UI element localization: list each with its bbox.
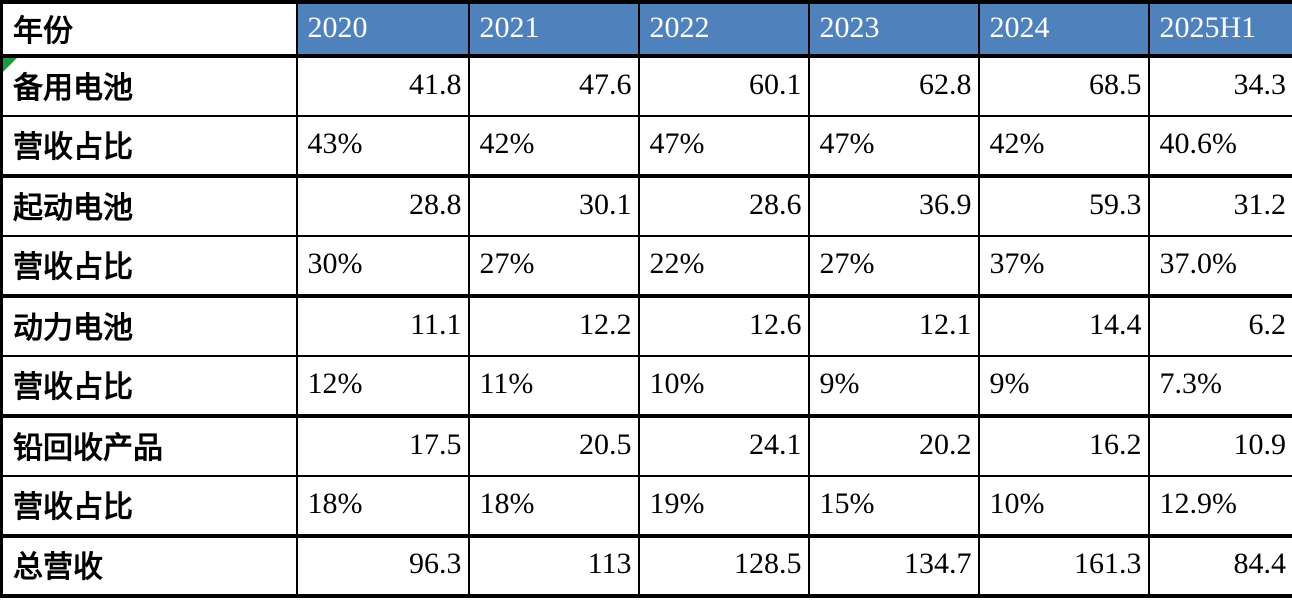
row-label-cell[interactable]: 备用电池 [0, 56, 298, 117]
row-label-text: 营收占比 [13, 370, 133, 404]
table-header-row: 年份 2020 2021 2022 2023 2024 2025H1 [0, 1, 1292, 58]
value-cell[interactable]: 12.2 [467, 296, 640, 357]
value-cell[interactable]: 16.2 [977, 416, 1150, 477]
header-cell-year[interactable]: 2023 [807, 1, 980, 58]
row-label-cell[interactable]: 总营收 [0, 536, 298, 596]
table-row: 备用电池 41.8 47.6 60.1 62.8 68.5 34.3 [0, 56, 1292, 117]
table-row: 营收占比 30% 27% 22% 27% 37% 37.0% [0, 236, 1292, 298]
value-cell[interactable]: 60.1 [637, 56, 810, 117]
percent-cell[interactable]: 12.9% [1147, 476, 1292, 538]
value-cell[interactable]: 128.5 [637, 536, 810, 596]
table-row: 铅回收产品 17.5 20.5 24.1 20.2 16.2 10.9 [0, 416, 1292, 477]
value-cell[interactable]: 12.1 [807, 296, 980, 357]
value-cell[interactable]: 20.2 [807, 416, 980, 477]
value-cell[interactable]: 10.9 [1147, 416, 1292, 477]
percent-cell[interactable]: 27% [807, 236, 980, 298]
value-cell[interactable]: 6.2 [1147, 296, 1292, 357]
percent-cell[interactable]: 7.3% [1147, 356, 1292, 418]
table-row: 营收占比 43% 42% 47% 47% 42% 40.6% [0, 116, 1292, 178]
row-label-cell[interactable]: 铅回收产品 [0, 416, 298, 477]
value-cell[interactable]: 20.5 [467, 416, 640, 477]
value-cell[interactable]: 31.2 [1147, 176, 1292, 237]
table-row: 营收占比 12% 11% 10% 9% 9% 7.3% [0, 356, 1292, 418]
value-cell[interactable]: 41.8 [295, 56, 470, 117]
value-cell[interactable]: 30.1 [467, 176, 640, 237]
error-flag-icon [3, 58, 17, 72]
percent-cell[interactable]: 47% [637, 116, 810, 178]
percent-cell[interactable]: 18% [295, 476, 470, 538]
value-cell[interactable]: 47.6 [467, 56, 640, 117]
percent-cell[interactable]: 15% [807, 476, 980, 538]
percent-cell[interactable]: 43% [295, 116, 470, 178]
value-cell[interactable]: 17.5 [295, 416, 470, 477]
percent-cell[interactable]: 12% [295, 356, 470, 418]
value-cell[interactable]: 161.3 [977, 536, 1150, 596]
header-cell-year[interactable]: 2020 [295, 1, 470, 58]
table-row: 总营收 96.3 113 128.5 134.7 161.3 84.4 [0, 536, 1292, 596]
row-label-text: 总营收 [13, 551, 103, 584]
value-cell[interactable]: 34.3 [1147, 56, 1292, 117]
percent-cell[interactable]: 11% [467, 356, 640, 418]
value-cell[interactable]: 28.8 [295, 176, 470, 237]
percent-cell[interactable]: 9% [977, 356, 1150, 418]
percent-cell[interactable]: 42% [467, 116, 640, 178]
percent-cell[interactable]: 30% [295, 236, 470, 298]
percent-cell[interactable]: 22% [637, 236, 810, 298]
row-label-cell[interactable]: 动力电池 [0, 296, 298, 357]
value-cell[interactable]: 113 [467, 536, 640, 596]
value-cell[interactable]: 96.3 [295, 536, 470, 596]
row-label-cell[interactable]: 营收占比 [0, 116, 298, 178]
row-label-cell[interactable]: 起动电池 [0, 176, 298, 237]
table-row: 起动电池 28.8 30.1 28.6 36.9 59.3 31.2 [0, 176, 1292, 237]
percent-cell[interactable]: 19% [637, 476, 810, 538]
value-cell[interactable]: 14.4 [977, 296, 1150, 357]
percent-cell[interactable]: 37.0% [1147, 236, 1292, 298]
value-cell[interactable]: 36.9 [807, 176, 980, 237]
row-label-text: 备用电池 [13, 71, 133, 105]
row-label-text: 动力电池 [13, 311, 133, 345]
row-label-text: 起动电池 [13, 191, 133, 225]
percent-cell[interactable]: 40.6% [1147, 116, 1292, 178]
percent-cell[interactable]: 9% [807, 356, 980, 418]
header-cell-year-label[interactable]: 年份 [0, 1, 298, 58]
percent-cell[interactable]: 47% [807, 116, 980, 178]
value-cell[interactable]: 62.8 [807, 56, 980, 117]
row-label-text: 营收占比 [13, 130, 133, 164]
header-cell-year[interactable]: 2025H1 [1147, 1, 1292, 58]
value-cell[interactable]: 84.4 [1147, 536, 1292, 596]
row-label-text: 铅回收产品 [13, 431, 163, 465]
value-cell[interactable]: 24.1 [637, 416, 810, 477]
percent-cell[interactable]: 10% [977, 476, 1150, 538]
value-cell[interactable]: 59.3 [977, 176, 1150, 237]
value-cell[interactable]: 12.6 [637, 296, 810, 357]
row-label-text: 营收占比 [13, 490, 133, 524]
percent-cell[interactable]: 27% [467, 236, 640, 298]
header-cell-year[interactable]: 2024 [977, 1, 1150, 58]
row-label-cell[interactable]: 营收占比 [0, 356, 298, 418]
row-label-cell[interactable]: 营收占比 [0, 236, 298, 298]
value-cell[interactable]: 11.1 [295, 296, 470, 357]
value-cell[interactable]: 134.7 [807, 536, 980, 596]
value-cell[interactable]: 68.5 [977, 56, 1150, 117]
percent-cell[interactable]: 18% [467, 476, 640, 538]
percent-cell[interactable]: 37% [977, 236, 1150, 298]
value-cell[interactable]: 28.6 [637, 176, 810, 237]
row-label-cell[interactable]: 营收占比 [0, 476, 298, 538]
table-row: 营收占比 18% 18% 19% 15% 10% 12.9% [0, 476, 1292, 538]
table-row: 动力电池 11.1 12.2 12.6 12.1 14.4 6.2 [0, 296, 1292, 357]
percent-cell[interactable]: 42% [977, 116, 1150, 178]
row-label-text: 营收占比 [13, 250, 133, 284]
percent-cell[interactable]: 10% [637, 356, 810, 418]
header-cell-year[interactable]: 2022 [637, 1, 810, 58]
header-cell-year[interactable]: 2021 [467, 1, 640, 58]
